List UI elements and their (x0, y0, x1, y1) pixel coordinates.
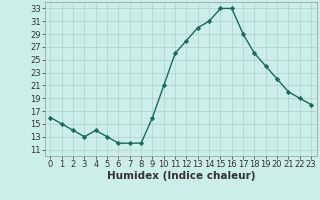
X-axis label: Humidex (Indice chaleur): Humidex (Indice chaleur) (107, 171, 255, 181)
